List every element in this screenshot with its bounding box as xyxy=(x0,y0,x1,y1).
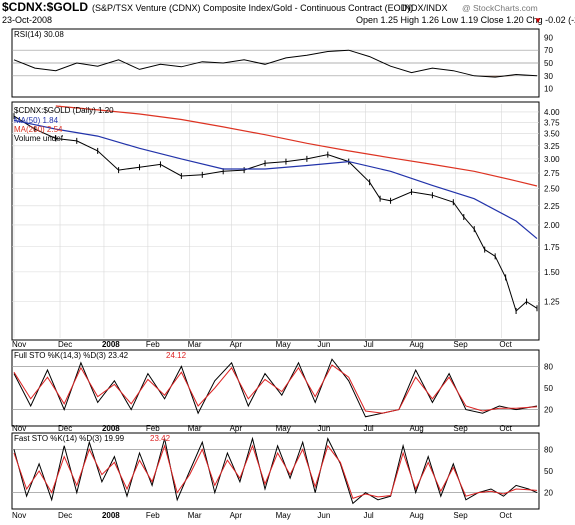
y-tick-label: 90 xyxy=(544,33,553,42)
x-tick-label: Apr xyxy=(230,340,243,349)
x-tick-label: Jul xyxy=(363,511,373,520)
x-tick-label: Jul xyxy=(363,424,373,433)
ma200-line xyxy=(55,105,538,187)
y-tick-label: 10 xyxy=(544,85,553,94)
rsi-panel: 10 30 50 70 90 RSI(14) 30.08 xyxy=(11,28,553,98)
down-arrow-icon: ▼ xyxy=(534,16,542,25)
price-y-tick-label: 3.25 xyxy=(544,142,560,151)
x-tick-label: Feb xyxy=(146,340,160,349)
price-y-tick-label: 3.75 xyxy=(544,118,560,127)
x-tick-label: Nov xyxy=(12,511,26,520)
k-line xyxy=(13,436,538,505)
x-tick-label: Sep xyxy=(453,340,468,349)
y-tick-label: 20 xyxy=(544,406,553,415)
price-y-tick-label: 2.50 xyxy=(544,185,560,194)
x-tick-label: Jun xyxy=(317,511,330,520)
volume-legend: Volume undef xyxy=(14,134,64,143)
y-tick-label: 50 xyxy=(544,467,553,476)
k-line xyxy=(13,358,538,418)
x-tick-label: Aug xyxy=(409,511,423,520)
y-tick-label: 50 xyxy=(544,59,553,68)
x-tick-label: Nov xyxy=(12,424,26,433)
price-y-tick-label: 1.75 xyxy=(544,243,560,252)
ma200-legend: MA(200) 2.54 xyxy=(14,125,63,134)
rsi14-line xyxy=(13,49,538,78)
x-tick-label: Mar xyxy=(188,511,202,520)
x-tick-label: Oct xyxy=(499,340,512,349)
x-tick-label: Oct xyxy=(499,424,512,433)
x-tick-label: Aug xyxy=(409,340,423,349)
chart-date: 23-Oct-2008 xyxy=(2,15,52,25)
price-y-tick-label: 1.25 xyxy=(544,298,560,307)
fast-sto-legend: Fast STO %K(14) %D(3) 19.99 xyxy=(14,434,125,443)
x-tick-label: Feb xyxy=(146,511,160,520)
x-tick-label: May xyxy=(276,340,291,349)
x-tick-label: Apr xyxy=(230,424,243,433)
price-legend: $CDNX:$GOLD (Daily) 1.20 xyxy=(14,106,114,115)
x-tick-label: Nov xyxy=(12,340,26,349)
x-tick-label: Sep xyxy=(453,424,468,433)
rsi-legend: RSI(14) 30.08 xyxy=(14,30,64,39)
x-tick-label: May xyxy=(276,424,291,433)
full-sto-panel: 20 50 80 Full STO %K(14,3) %D(3) 23.42 24.… xyxy=(11,349,553,427)
y-tick-label: 80 xyxy=(544,445,553,454)
price-y-tick-label: 4.00 xyxy=(544,108,560,117)
chart-exchange: INDX/INDX xyxy=(402,3,448,13)
ma50-line xyxy=(13,119,538,240)
price-panel: 1.25 1.50 1.75 2.00 2.25 2.50 2.75 3.00 3.25 3.50… xyxy=(11,101,560,341)
x-tick-label: Mar xyxy=(188,340,202,349)
fast-sto-panel: 20 50 80 Fast STO %K(14) %D(3) 19.99 23.42 xyxy=(11,432,553,510)
x-tick-label: Oct xyxy=(499,511,512,520)
y-tick-label: 50 xyxy=(544,384,553,393)
fast-sto-d-value: 23.42 xyxy=(150,434,171,443)
y-tick-label: 70 xyxy=(544,46,553,55)
x-tick-label: Feb xyxy=(146,424,160,433)
d-line xyxy=(13,364,538,414)
full-sto-legend: Full STO %K(14,3) %D(3) 23.42 xyxy=(14,351,129,360)
watermark: @ StockCharts.com xyxy=(462,3,538,13)
y-tick-label: 80 xyxy=(544,362,553,371)
price-y-tick-label: 3.00 xyxy=(544,155,560,164)
x-tick-label: Dec xyxy=(58,340,72,349)
price-y-tick-label: 2.00 xyxy=(544,221,560,230)
chart-description: (S&P/TSX Venture (CDNX) Composite Index/… xyxy=(92,3,413,13)
y-tick-label: 30 xyxy=(544,72,553,81)
x-tick-label: 2008 xyxy=(102,511,120,520)
full-sto-d-value: 24.12 xyxy=(166,351,187,360)
quote-line: Open 1.25 High 1.26 Low 1.19 Close 1.20 … xyxy=(356,15,575,25)
rsi-oversold-area xyxy=(14,75,537,78)
price-y-tick-label: 2.25 xyxy=(544,202,560,211)
price-y-tick-label: 3.50 xyxy=(544,130,560,139)
x-tick-label: Aug xyxy=(409,424,423,433)
price-y-tick-label: 2.75 xyxy=(544,169,560,178)
price-y-tick-label: 1.50 xyxy=(544,268,560,277)
d-line xyxy=(13,444,538,500)
x-tick-label: Mar xyxy=(188,424,202,433)
x-tick-label: Jun xyxy=(317,424,330,433)
y-tick-label: 20 xyxy=(544,489,553,498)
chart-symbol: $CDNX:$GOLD xyxy=(2,0,88,14)
x-tick-label: Jun xyxy=(317,340,330,349)
x-tick-label: Sep xyxy=(453,511,468,520)
x-tick-label: Dec xyxy=(58,511,72,520)
x-tick-label: May xyxy=(276,511,291,520)
x-tick-label: 2008 xyxy=(102,340,120,349)
x-tick-label: Dec xyxy=(58,424,72,433)
x-tick-label: Jul xyxy=(363,340,373,349)
ma50-legend: MA(50) 1.84 xyxy=(14,116,59,125)
x-tick-label: 2008 xyxy=(102,424,120,433)
x-tick-label: Apr xyxy=(230,511,243,520)
